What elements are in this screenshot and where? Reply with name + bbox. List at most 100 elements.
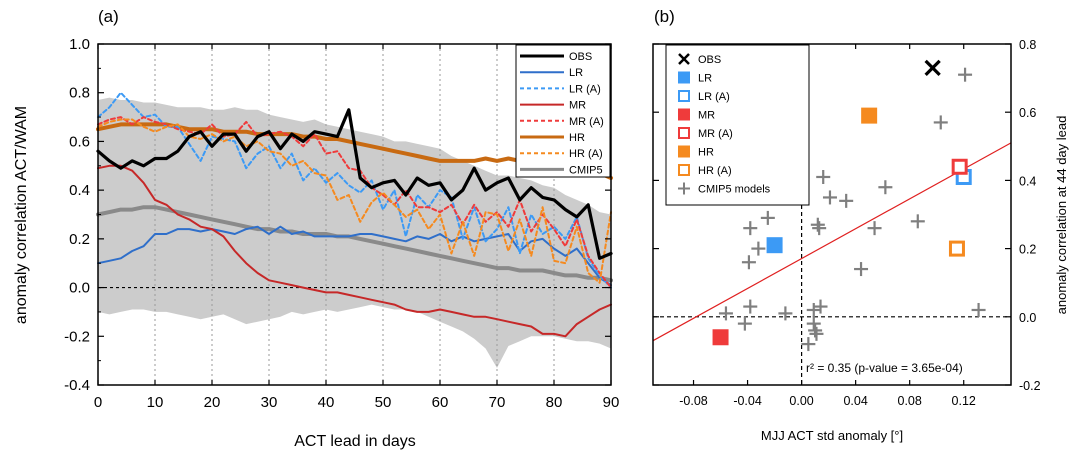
legend-label: OBS xyxy=(698,54,721,66)
x-tick-label: 60 xyxy=(432,394,449,411)
x-tick-label: 0.08 xyxy=(898,394,922,408)
series-line-7 xyxy=(96,205,613,283)
y-tick-label: 0.6 xyxy=(1019,106,1036,120)
series-line-2 xyxy=(97,91,612,289)
y-tick-label: 0.0 xyxy=(69,280,90,297)
legend-label: CMIP5 xyxy=(569,164,603,176)
cmip5-model-marker xyxy=(751,241,766,256)
x-axis-label: MJJ ACT std anomaly [°] xyxy=(761,428,903,443)
x-stroke xyxy=(924,59,941,77)
x-tick-label: 0.04 xyxy=(843,394,867,408)
series-lines xyxy=(96,91,613,338)
filled-square-marker xyxy=(712,329,729,346)
fit-line xyxy=(652,142,1012,342)
legend-label: HR xyxy=(569,132,585,144)
legend: OBS LR LR (A) MR MR (A) HR HR (A) CMIP5 models xyxy=(665,44,810,206)
panel-a-line-chart: (a) 0 10 20 30 40 50 60 70 80 90 -0.4 -0.2 0.0 0.2 0.… xyxy=(13,7,619,450)
y-tick-label: 0.8 xyxy=(1019,38,1036,52)
regression-line xyxy=(652,142,1012,342)
open-square xyxy=(678,90,690,102)
cmip5-spread-band xyxy=(98,97,611,368)
legend-marker xyxy=(678,71,690,84)
legend-box xyxy=(665,44,810,206)
legend-marker xyxy=(678,108,690,121)
cmip5-model-points xyxy=(718,67,986,352)
cmip5-model-marker xyxy=(743,221,758,236)
series-line-3 xyxy=(97,164,612,338)
cmip5-model-marker xyxy=(809,326,824,341)
y-axis-label: anomaly correlation at 44 day lead xyxy=(1054,116,1069,315)
x-axis-ticks: 0 10 20 30 40 50 60 70 80 90 xyxy=(94,44,620,411)
panel-a-label: (a) xyxy=(98,7,119,26)
y-tick-label: 0.6 xyxy=(69,133,90,150)
legend-label: LR (A) xyxy=(569,83,601,95)
cmip5-model-marker xyxy=(867,221,882,236)
series-line-0 xyxy=(96,108,613,260)
filled-square xyxy=(678,145,690,158)
x-tick-label: 0.12 xyxy=(952,394,976,408)
legend-marker xyxy=(678,164,690,176)
y-tick-label: 0.0 xyxy=(1019,311,1036,325)
y-tick-label: 0.2 xyxy=(69,231,90,248)
y-axis-label: anomaly correlation ACT/WAM xyxy=(13,106,30,324)
cmip5-model-marker xyxy=(810,217,825,232)
r-squared-annotation: r² = 0.35 (p-value = 3.65e-04) xyxy=(806,361,963,375)
y-tick-label: 0.4 xyxy=(69,182,90,199)
model-points xyxy=(712,59,972,346)
y-tick-label: 0.2 xyxy=(1019,243,1036,257)
x-tick-label: 10 xyxy=(147,394,164,411)
cmip5-model-marker xyxy=(808,323,823,338)
legend-marker xyxy=(678,90,690,102)
panel-b-frame xyxy=(652,43,1012,386)
legend-label: MR xyxy=(698,110,715,122)
filled-square-marker xyxy=(861,107,878,124)
legend-box xyxy=(515,44,611,178)
legend-marker xyxy=(678,182,690,195)
series-line-1 xyxy=(97,225,612,287)
legend-label: CMIP5 models xyxy=(698,184,771,196)
cmip5-model-marker xyxy=(812,221,827,236)
obs-marker xyxy=(924,59,941,77)
cmip5-model-marker xyxy=(822,190,837,205)
y-tick-label: -0.4 xyxy=(64,377,90,394)
cmip5-model-marker xyxy=(958,67,973,82)
cmip5-model-marker xyxy=(806,302,821,317)
y-tick-label: 0.8 xyxy=(69,85,90,102)
cmip5-model-marker xyxy=(813,299,828,314)
legend-label: OBS xyxy=(569,51,592,63)
x-tick-label: -0.08 xyxy=(679,394,708,408)
cmip5-model-marker xyxy=(778,306,793,321)
open-square-marker xyxy=(948,240,965,257)
legend-label: LR (A) xyxy=(698,91,730,103)
legend-label: HR (A) xyxy=(698,165,732,177)
x-tick-label: 0 xyxy=(94,394,102,411)
legend-label: MR (A) xyxy=(569,116,604,128)
cmip5-model-marker xyxy=(737,316,752,331)
x-tick-label: 30 xyxy=(261,394,278,411)
cmip5-model-marker xyxy=(741,255,756,270)
cmip5-model-marker xyxy=(816,169,831,184)
y-tick-label: 0.4 xyxy=(1019,174,1036,188)
open-square-marker xyxy=(951,158,968,175)
cmip5-range-area xyxy=(98,97,611,368)
legend: OBS LR LR (A) MR MR (A) HR HR (A) CMIP5 xyxy=(515,44,611,178)
cmip5-model-marker xyxy=(760,210,775,225)
x-tick-label: 70 xyxy=(489,394,506,411)
legend-marker xyxy=(678,145,690,158)
y-axis-ticks: -0.2 0.0 0.2 0.4 0.6 0.8 xyxy=(653,38,1041,393)
x-axis-ticks: -0.08 -0.04 0.00 0.04 0.08 0.12 xyxy=(679,44,976,408)
legend-label: LR xyxy=(698,73,712,85)
cmip5-model-marker xyxy=(878,180,893,195)
cmip5-model-marker xyxy=(854,262,869,277)
y-tick-label: -0.2 xyxy=(1019,379,1041,393)
cmip5-model-marker xyxy=(839,193,854,208)
x-tick-label: 20 xyxy=(204,394,221,411)
cmip5-model-marker xyxy=(910,214,925,229)
cmip5-model-marker xyxy=(801,337,816,352)
x-tick-label: 90 xyxy=(603,394,620,411)
x-tick-label: -0.04 xyxy=(733,394,762,408)
panel-b-scatter-chart: (b) -0.08 -0.04 0.00 0.04 0.08 0.12 -0.2 0.0 0.… xyxy=(652,7,1069,443)
cmip5-model-marker xyxy=(971,302,986,317)
open-square xyxy=(678,127,690,139)
